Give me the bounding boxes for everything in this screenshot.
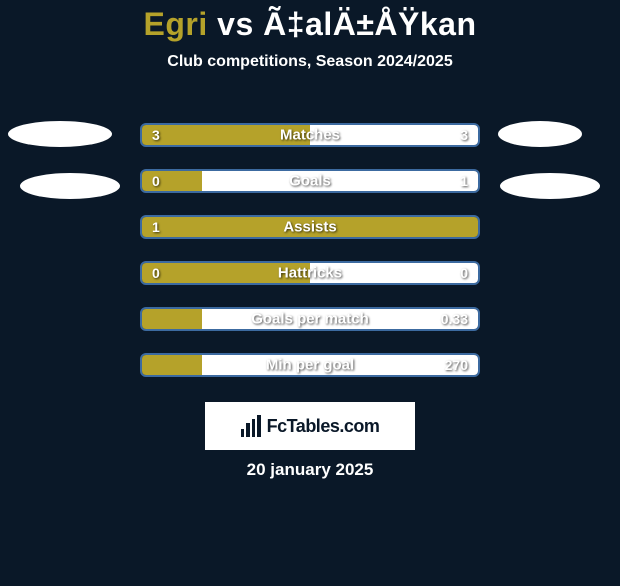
stat-bar-right-fill xyxy=(202,171,478,191)
stat-value-left: 3 xyxy=(152,127,160,143)
stat-label: Assists xyxy=(283,219,336,236)
stat-value-right: 270 xyxy=(445,357,468,373)
stat-label: Min per goal xyxy=(266,357,354,374)
player-photo-placeholder xyxy=(8,121,112,147)
title-vs: vs xyxy=(208,6,263,42)
stat-bar: Min per goal 270 xyxy=(140,353,480,377)
stat-value-right: 0 xyxy=(460,265,468,281)
comparison-title: Egri vs Ã‡alÄ±ÅŸkan xyxy=(0,6,620,43)
player-photo-placeholder xyxy=(498,121,582,147)
site-logo: FcTables.com xyxy=(205,402,415,450)
stat-bar: Hattricks 0 0 xyxy=(140,261,480,285)
stat-value-right: 3 xyxy=(460,127,468,143)
stat-value-right: 0.33 xyxy=(441,311,468,327)
date-label: 20 january 2025 xyxy=(247,460,374,480)
stat-value-left: 0 xyxy=(152,173,160,189)
stat-bar: Goals 0 1 xyxy=(140,169,480,193)
player-photo-placeholder xyxy=(20,173,120,199)
stat-value-left: 1 xyxy=(152,219,160,235)
stat-label: Goals xyxy=(289,173,331,190)
stat-value-left: 0 xyxy=(152,265,160,281)
player-left-name: Egri xyxy=(144,6,208,42)
logo-text: FcTables.com xyxy=(267,416,380,437)
subtitle: Club competitions, Season 2024/2025 xyxy=(0,53,620,71)
stat-label: Matches xyxy=(280,127,340,144)
stat-label: Hattricks xyxy=(278,265,342,282)
stat-bar: Goals per match 0.33 xyxy=(140,307,480,331)
stat-value-right: 1 xyxy=(460,173,468,189)
player-photo-placeholder xyxy=(500,173,600,199)
stat-bar: Matches 3 3 xyxy=(140,123,480,147)
stat-bar: Assists 1 xyxy=(140,215,480,239)
comparison-chart: Matches33Goals01Assists1Hattricks00Goals… xyxy=(0,111,620,391)
stat-bar-left-fill xyxy=(142,355,202,375)
bar-chart-icon xyxy=(241,415,263,437)
stat-label: Goals per match xyxy=(251,311,369,328)
player-right-name: Ã‡alÄ±ÅŸkan xyxy=(263,6,476,42)
stat-bar-left-fill xyxy=(142,309,202,329)
